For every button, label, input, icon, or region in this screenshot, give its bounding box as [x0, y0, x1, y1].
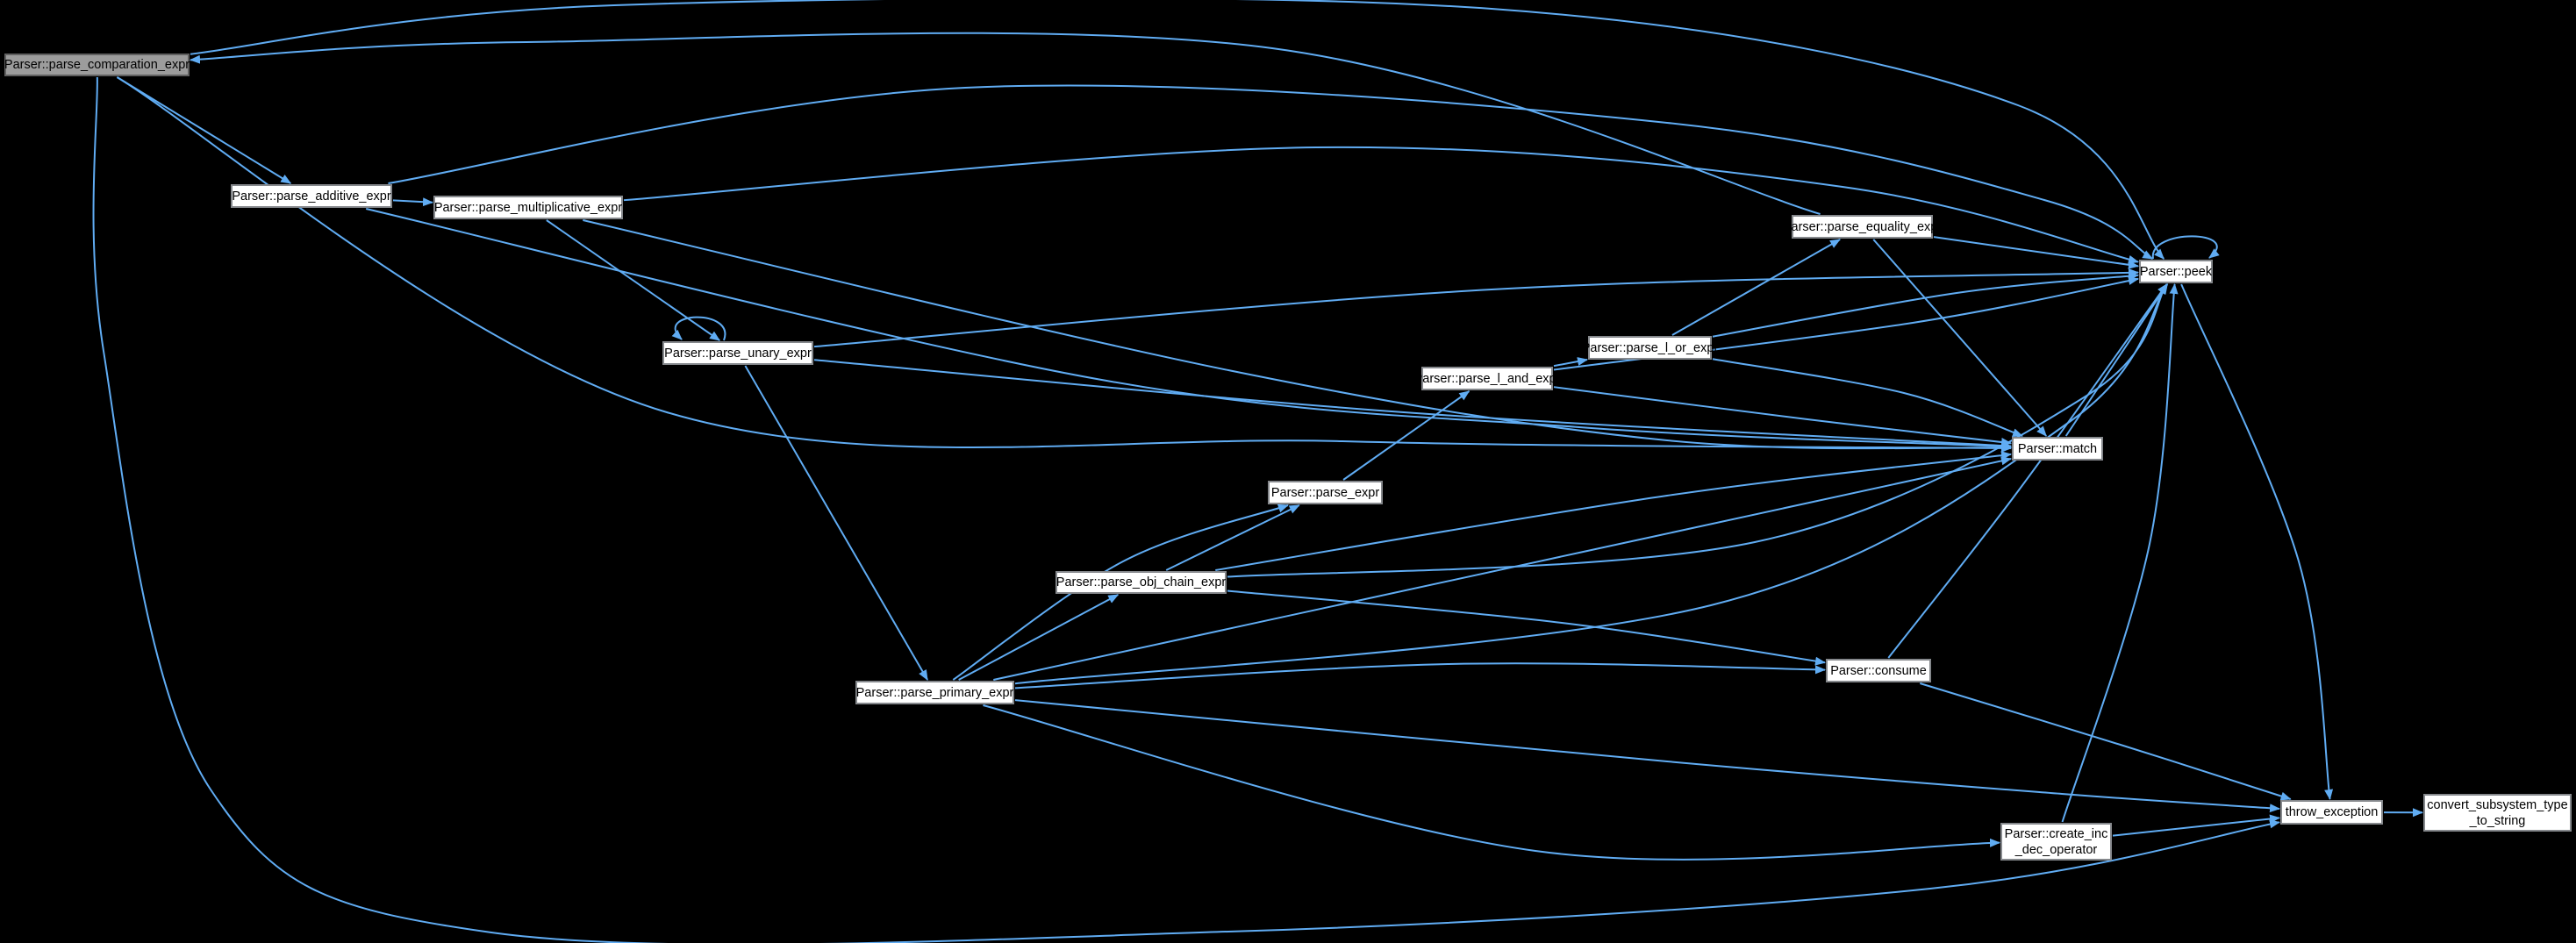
edge-primary-to-consume	[1014, 662, 1826, 689]
node-peek[interactable]: Parser::peek	[2139, 260, 2213, 283]
edge-additive-to-match	[366, 208, 2012, 451]
edge-comparation-to-throw	[92, 76, 2280, 943]
edge-peek-to-peek	[2151, 235, 2220, 260]
edge-create_inc-to-peek	[2061, 283, 2179, 823]
edge-l_or-to-peek	[1712, 271, 2139, 338]
edge-consume-to-peek	[1887, 283, 2168, 659]
edge-create_inc-to-throw	[2112, 814, 2280, 837]
edge-comparation-to-match	[116, 76, 2012, 453]
edge-equality-to-peek	[1933, 236, 2139, 269]
edge-unary-to-peek	[813, 268, 2139, 348]
node-label: Parser::parse_additive_expr	[232, 189, 391, 204]
node-label: Parser::parse_l_and_expr	[1413, 371, 1561, 386]
node-label: Parser::parse_unary_expr	[664, 346, 812, 361]
node-label: Parser::parse_expr	[1270, 485, 1380, 500]
edge-peek-to-throw	[2180, 283, 2334, 800]
node-label: Parser::parse_equality_expr	[1782, 219, 1943, 234]
node-l_or[interactable]: Parser::parse_l_or_expr	[1582, 336, 1718, 360]
node-equality[interactable]: Parser::parse_equality_expr	[1783, 215, 1942, 239]
edge-primary-to-create_inc	[983, 704, 2000, 861]
edge-additive-to-peek	[388, 84, 2154, 260]
edge-primary-to-obj_chain	[958, 594, 1120, 681]
node-create_inc[interactable]: Parser::create_inc _dec_operator	[2000, 823, 2112, 861]
edge-l_or-to-equality	[1671, 239, 1841, 336]
node-label: Parser::peek	[2139, 264, 2213, 279]
node-label: Parser::parse_l_or_expr	[1581, 340, 1719, 355]
node-label: Parser::parse_multiplicative_expr	[433, 200, 623, 215]
node-label: Parser::parse_obj_chain_expr	[1055, 575, 1227, 589]
edge-obj_chain-to-peek	[1227, 283, 2168, 578]
node-obj_chain[interactable]: Parser::parse_obj_chain_expr	[1055, 571, 1227, 594]
node-multiplicative[interactable]: Parser::parse_multiplicative_expr	[433, 196, 623, 219]
edge-unary-to-primary	[744, 365, 928, 681]
node-l_and[interactable]: Parser::parse_l_and_expr	[1414, 367, 1560, 390]
edge-comparation-to-peek	[190, 0, 2165, 260]
edge-multiplicative-to-peek	[623, 146, 2139, 264]
node-primary[interactable]: Parser::parse_primary_expr	[855, 681, 1014, 704]
node-label: throw_exception	[2285, 805, 2379, 819]
edge-l_and-to-l_or	[1553, 357, 1588, 368]
node-label: convert_subsystem_type	[2427, 797, 2568, 812]
edge-l_and-to-peek	[1553, 276, 2139, 371]
edge-primary-to-match	[993, 456, 2012, 681]
node-convert[interactable]: convert_subsystem_type _to_string	[2423, 794, 2572, 832]
edge-match-to-peek	[2064, 283, 2169, 437]
node-throw[interactable]: throw_exception	[2280, 800, 2383, 825]
edge-obj_chain-to-match	[1215, 451, 2012, 571]
node-label: Parser::consume	[1830, 663, 1927, 678]
node-label: Parser::match	[2017, 441, 2098, 456]
edge-primary-to-peek	[1014, 283, 2168, 685]
node-label: Parser::create_inc	[2004, 826, 2108, 841]
edge-multiplicative-to-match	[583, 219, 2012, 453]
edge-equality-to-comparation	[190, 32, 1821, 215]
node-match[interactable]: Parser::match	[2012, 437, 2103, 461]
node-label: _dec_operator	[2014, 842, 2098, 857]
edge-l_and-to-match	[1553, 386, 2012, 446]
node-comparation[interactable]: Parser::parse_comparation_expr	[4, 54, 190, 76]
node-consume[interactable]: Parser::consume	[1826, 659, 1931, 682]
node-label: _to_string	[2469, 813, 2526, 828]
edge-obj_chain-to-consume	[1227, 589, 1826, 666]
edge-unary-to-match	[813, 359, 2012, 450]
edge-primary-to-throw	[1014, 699, 2280, 813]
node-expr[interactable]: Parser::parse_expr	[1268, 481, 1383, 504]
edge-expr-to-l_and	[1342, 390, 1470, 481]
edge-unary-to-unary	[671, 316, 726, 341]
edge-comparation-to-additive	[116, 76, 292, 184]
edge-multiplicative-to-unary	[546, 219, 720, 341]
node-unary[interactable]: Parser::parse_unary_expr	[662, 341, 813, 365]
edge-consume-to-throw	[1920, 682, 2292, 801]
edge-equality-to-match	[1872, 239, 2048, 437]
node-additive[interactable]: Parser::parse_additive_expr	[231, 184, 392, 208]
edge-additive-to-multiplicative	[392, 197, 433, 207]
node-label: Parser::parse_comparation_expr	[4, 58, 190, 72]
edge-l_or-to-match	[1712, 358, 2023, 437]
edge-primary-to-expr	[952, 504, 1289, 681]
node-label: Parser::parse_primary_expr	[855, 685, 1014, 700]
edge-obj_chain-to-expr	[1165, 504, 1300, 571]
